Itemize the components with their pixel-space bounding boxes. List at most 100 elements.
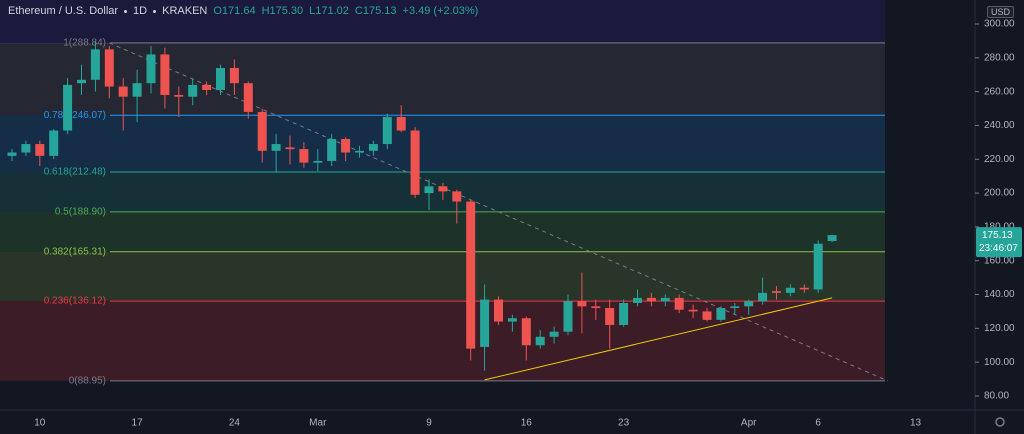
gear[interactable]: [995, 417, 1005, 427]
x-tick-label: 6: [815, 418, 821, 429]
legend-header: Ethereum / U.S. Dollar 1D KRAKEN O171.64…: [8, 5, 478, 17]
candle-body: [118, 86, 128, 97]
candle-body: [160, 54, 170, 96]
candle-body: [257, 111, 267, 151]
x-tick-label: Apr: [741, 418, 757, 429]
candle-body: [772, 291, 781, 293]
x-tick-label: 13: [910, 418, 922, 429]
fib-label: 0.5(188.90): [55, 206, 106, 217]
currency[interactable]: USD: [986, 6, 1014, 18]
candle-body: [591, 306, 601, 309]
candle-body: [605, 308, 615, 325]
trendline: [109, 42, 888, 382]
candle-body: [494, 299, 503, 322]
candle-body: [674, 297, 684, 310]
x-tick-label: 16: [521, 418, 533, 429]
candle-body: [480, 299, 490, 347]
fib-band: [0, 301, 885, 381]
interval: 1D: [133, 5, 148, 17]
candle-body: [521, 318, 531, 346]
fib-label: 0.786(246.07): [44, 110, 106, 121]
candle-body: [396, 116, 406, 131]
candle-body: [35, 144, 45, 156]
separator: [124, 9, 128, 13]
y-tick-label: 160.00: [984, 255, 1015, 266]
candle-body: [730, 306, 740, 309]
exchange: KRAKEN: [162, 5, 208, 17]
y-tick-label: 120.00: [984, 323, 1015, 334]
candle-body: [744, 301, 754, 307]
fib-band: [0, 211, 885, 252]
candle-body: [813, 243, 823, 290]
candle-body: [299, 149, 309, 163]
y-tick-label: 100.00: [984, 357, 1015, 368]
candle-body: [202, 84, 212, 90]
candle-body: [188, 84, 198, 97]
candle-body: [229, 67, 239, 84]
fib-band: [0, 42, 885, 116]
candle-body: [410, 130, 420, 195]
x-tick-label: 10: [34, 418, 46, 429]
fib-band: [0, 251, 885, 302]
candle-body: [285, 147, 295, 150]
y-tick-label: 300.00: [984, 19, 1015, 30]
x-tick-label: Mar: [309, 418, 327, 429]
candle-body: [452, 191, 462, 202]
open: O171.64: [213, 5, 256, 17]
fib-label: 0.382(165.31): [44, 246, 106, 257]
candle-body: [49, 130, 59, 156]
fib-label: 0(88.95): [69, 375, 106, 386]
candle-body: [688, 309, 698, 312]
y-tick-label: 280.00: [984, 52, 1015, 63]
high: H175.30: [261, 5, 304, 17]
x-tick-label: 24: [229, 418, 241, 429]
candle-body: [466, 201, 476, 349]
candle-body: [271, 144, 281, 151]
candle-body: [132, 83, 142, 97]
candle-body: [63, 84, 73, 131]
y-tick-label: 260.00: [984, 86, 1015, 97]
candle-body: [758, 292, 768, 302]
candle-body: [104, 49, 114, 87]
candle-body: [355, 150, 364, 153]
candle-body: [619, 302, 629, 325]
candle-body: [646, 297, 656, 302]
candle-body: [424, 186, 434, 194]
candle-body: [563, 301, 573, 332]
candle-body: [716, 308, 726, 320]
candle-body: [827, 235, 837, 242]
candle-body: [77, 79, 86, 84]
settings-icon[interactable]: [995, 417, 1005, 427]
change: +3.49 (+2.03%): [402, 5, 479, 17]
candle-body: [535, 336, 545, 346]
last-price-tag: [976, 227, 1022, 258]
x-tick-label: 17: [132, 418, 144, 429]
last-price-label: 175.13: [982, 230, 1013, 241]
candle-body: [577, 301, 587, 307]
candle-body: [313, 160, 323, 163]
y-tick-label: 200.00: [984, 188, 1015, 199]
y-tick-label: 220.00: [984, 154, 1015, 165]
candle-body: [549, 331, 559, 337]
upper-band: [0, 0, 885, 44]
low: L171.02: [309, 5, 349, 17]
candle-body: [341, 138, 351, 153]
candle-body: [633, 297, 642, 303]
fib-label: 0.618(212.48): [44, 167, 106, 178]
candle-body: [216, 67, 225, 90]
x-tick-label: 23: [618, 418, 630, 429]
fib-band: [0, 115, 885, 172]
candle-body: [146, 54, 156, 84]
y-tick-label: 240.00: [984, 120, 1015, 131]
y-tick-label: 80.00: [984, 391, 1009, 402]
countdown-label: 23:46:07: [979, 243, 1018, 254]
candle-body: [799, 287, 809, 290]
candle-body: [507, 318, 517, 322]
fib-label: 1(288.84): [63, 38, 106, 49]
candle-body: [702, 311, 712, 320]
y-tick-label: 180.00: [984, 222, 1015, 233]
separator: [153, 9, 157, 13]
fib-label: 0.236(136.12): [44, 296, 106, 307]
